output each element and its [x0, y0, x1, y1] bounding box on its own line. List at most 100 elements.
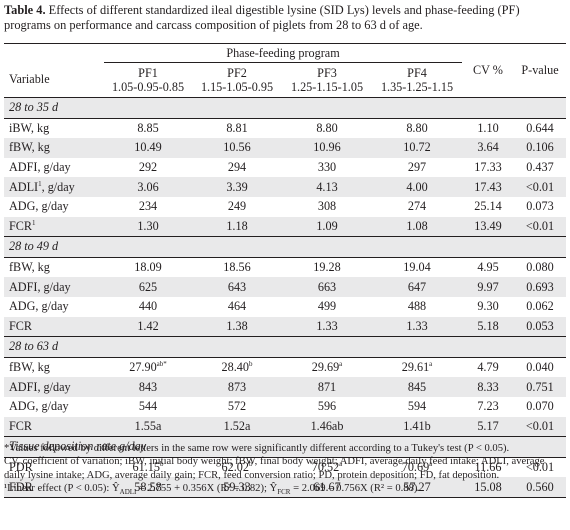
- cell-value: 28.40: [221, 360, 249, 375]
- cell-pvalue: <0.01: [514, 416, 566, 437]
- cell-value: 647: [407, 279, 427, 294]
- cell-pf3: 330: [282, 157, 372, 178]
- row-variable: FCR1: [4, 216, 104, 237]
- variable-name: ADFI, g/day: [9, 160, 71, 175]
- footnote-linear-a: ¹Linear effect (P < 0.05): Ŷ: [4, 483, 120, 495]
- significance-letter: ab*: [156, 359, 167, 368]
- variable-name: fBW, kg: [9, 140, 50, 155]
- cell-pvalue: 0.073: [514, 196, 566, 217]
- cell-value: 663: [317, 279, 337, 294]
- row-variable: fBW, kg: [4, 357, 104, 378]
- header-pf4-levels: 1.35-1.25-1.15: [380, 80, 454, 94]
- variable-name: ADG, g/day: [9, 399, 69, 414]
- cell-pf2: 8.81: [192, 118, 282, 139]
- cell-value: 1.41b: [403, 418, 431, 433]
- variable-footnote-mark: 1: [38, 179, 42, 188]
- cell-pf4: 8.80: [372, 118, 462, 139]
- cell-pf1: 10.49: [104, 138, 192, 158]
- cell-pvalue: 0.644: [514, 118, 566, 139]
- cell-pf1: 27.90ab*: [104, 357, 192, 378]
- variable-name: ADFI, g/day: [9, 279, 71, 294]
- cell-value: 8.81: [226, 120, 248, 135]
- table-row: FCR 1.42 1.38 1.33 1.33 5.18 0.053: [4, 316, 566, 337]
- footnote-linear-c: = 2.069 – 0.756X (R² = 0.88).: [290, 483, 421, 495]
- significance-letter: a: [429, 459, 433, 468]
- cell-value: 27.90: [129, 360, 157, 375]
- variable-name: FCR: [9, 318, 33, 333]
- cell-cv: 9.97: [462, 277, 514, 297]
- cell-pf1: 440: [104, 296, 192, 317]
- cell-value: 58.58: [134, 479, 162, 494]
- variable-unit: , g/day: [41, 179, 75, 194]
- cell-cv: 17.33: [462, 157, 514, 178]
- cell-pvalue: <0.01: [514, 216, 566, 237]
- cell-value: 274: [407, 199, 427, 214]
- cell-pf4: 845: [372, 377, 462, 397]
- footnote-significance: *Values followed by different letters in…: [4, 443, 510, 454]
- cell-pf1: 292: [104, 157, 192, 178]
- cell-pf1: 1.42: [104, 316, 192, 337]
- significance-letter: a: [339, 359, 343, 368]
- cell-cv: 4.79: [462, 357, 514, 378]
- footnote-linear-b: = 2.755 + 0.356X (R² = 0.82); Ŷ: [136, 483, 278, 495]
- cell-value: 234: [138, 199, 158, 214]
- cell-value: 1.18: [226, 218, 248, 233]
- cell-pf1: 625: [104, 277, 192, 297]
- cell-pf3: 61.67: [282, 477, 372, 498]
- table-row: iBW, kg 8.85 8.81 8.80 8.80 1.10 0.644: [4, 118, 566, 139]
- cell-pf3: 4.13: [282, 177, 372, 197]
- cell-value: 596: [317, 399, 337, 414]
- significance-letter: b: [248, 359, 253, 368]
- cell-pf3: 308: [282, 196, 372, 217]
- section-title: Tissue deposition rate g/day: [4, 436, 566, 458]
- cell-pvalue: 0.080: [514, 257, 566, 278]
- header-pf2: PF2 1.15-1.05-0.95: [192, 63, 282, 98]
- cell-value: 871: [317, 379, 337, 394]
- cell-pf4: 70.69a: [372, 457, 462, 478]
- row-variable: FCR: [4, 416, 104, 437]
- cell-pf4: 4.00: [372, 177, 462, 197]
- cell-pvalue: 0.040: [514, 357, 566, 378]
- section-title: 28 to 49 d: [4, 236, 566, 258]
- cell-pf2: 10.56: [192, 138, 282, 158]
- cell-value: 297: [407, 160, 427, 175]
- table-row: PDR 61.15b 62.02b 70.52a 70.69a 11.66 <0.01: [4, 457, 566, 478]
- cell-pf2: 1.52a: [192, 416, 282, 437]
- cell-value: 8.85: [137, 120, 159, 135]
- cell-value: 10.96: [313, 140, 341, 155]
- footnote-abbrev-2: daily lysine intake; ADG, average daily …: [4, 469, 500, 481]
- row-variable: PDR: [4, 457, 104, 478]
- cell-value: 544: [138, 399, 158, 414]
- table-row: ADFI, g/day 843 873 871 845 8.33 0.751: [4, 377, 566, 397]
- cell-value: 1.09: [316, 218, 338, 233]
- variable-name: ADFI, g/day: [9, 379, 71, 394]
- cell-value: 1.38: [226, 318, 248, 333]
- cell-pvalue: 0.693: [514, 277, 566, 297]
- cell-pvalue: 0.751: [514, 377, 566, 397]
- cell-value: 19.28: [313, 260, 341, 275]
- variable-name: FCR: [9, 218, 33, 233]
- cell-cv: 17.43: [462, 177, 514, 197]
- significance-letter: a: [429, 359, 433, 368]
- cell-value: 1.42: [137, 318, 159, 333]
- cell-value: 249: [227, 199, 247, 214]
- caption-text: Effects of different standardized ileal …: [4, 3, 520, 32]
- cell-pf1: 58.58: [104, 477, 192, 498]
- cell-pf2: 62.02b: [192, 457, 282, 478]
- row-variable: fBW, kg: [4, 257, 104, 278]
- header-pf1-levels: 1.05-0.95-0.85: [111, 80, 185, 94]
- cell-pf2: 249: [192, 196, 282, 217]
- cell-value: 4.00: [406, 179, 428, 194]
- cell-value: 873: [227, 379, 247, 394]
- cell-value: 18.56: [223, 260, 251, 275]
- cell-pf1: 3.06: [104, 177, 192, 197]
- cell-value: 594: [407, 399, 427, 414]
- cell-value: 8.80: [316, 120, 338, 135]
- cell-value: 61.15: [132, 459, 160, 474]
- table-row: FDR 58.58 59.33 61.67 57.27 15.08 0.560: [4, 477, 566, 498]
- cell-pf4: 488: [372, 296, 462, 317]
- footnote-linear-sub-adli: ADLI: [119, 488, 137, 497]
- cell-value: 499: [317, 299, 337, 314]
- variable-name: ADG, g/day: [9, 299, 69, 314]
- cell-value: 29.69: [311, 360, 340, 375]
